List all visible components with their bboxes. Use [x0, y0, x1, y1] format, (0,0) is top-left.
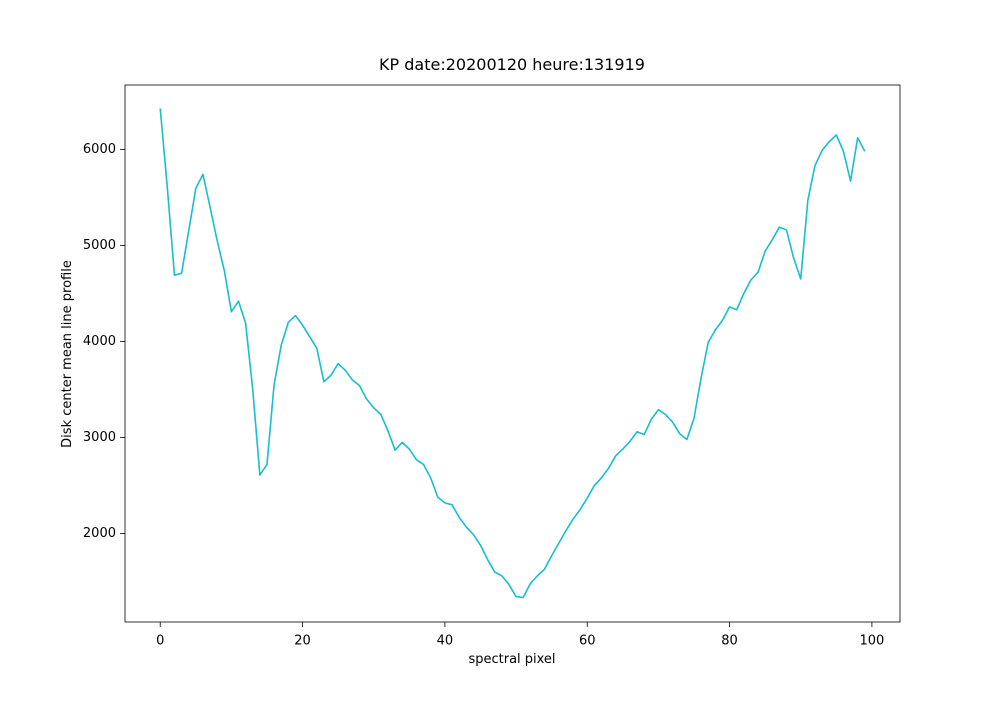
- y-axis-label: Disk center mean line profile: [60, 260, 75, 448]
- y-tick-label: 6000: [83, 142, 116, 157]
- x-tick-label: 0: [156, 634, 164, 649]
- y-tick-label: 4000: [83, 334, 116, 349]
- chart-title: KP date:20200120 heure:131919: [379, 55, 645, 74]
- y-tick-label: 2000: [83, 526, 116, 541]
- x-tick-label: 60: [579, 634, 596, 649]
- x-tick-label: 20: [294, 634, 311, 649]
- x-tick-label: 40: [437, 634, 454, 649]
- x-tick-label: 80: [721, 634, 738, 649]
- plot-frame: [124, 84, 901, 623]
- x-tick-label: 100: [859, 634, 884, 649]
- x-axis-label: spectral pixel: [468, 652, 555, 667]
- data-line: [159, 108, 866, 599]
- y-tick-label: 5000: [83, 238, 116, 253]
- y-tick-label: 3000: [83, 430, 116, 445]
